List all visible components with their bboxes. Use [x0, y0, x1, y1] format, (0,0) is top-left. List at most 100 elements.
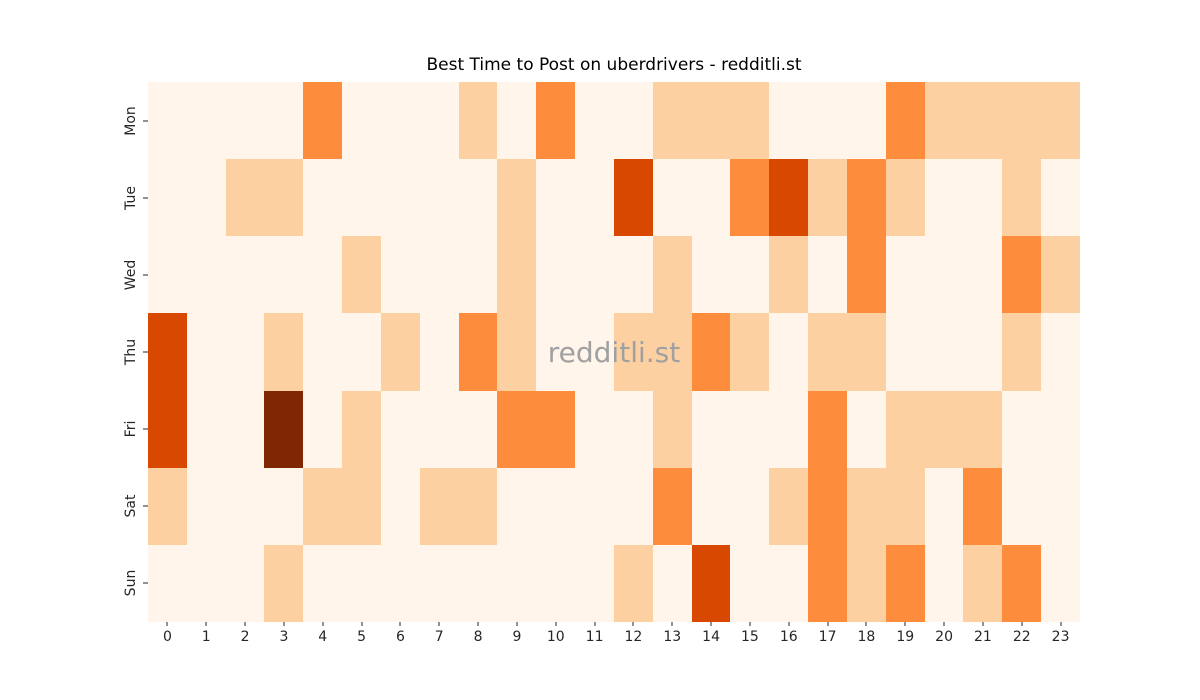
heatmap-cell-fri-10	[536, 390, 576, 468]
heatmap-cell-sat-4	[303, 467, 343, 545]
heatmap-cell-sun-9	[497, 544, 537, 622]
heatmap-cell-tue-23	[1041, 159, 1080, 237]
heatmap-cell-fri-13	[652, 390, 692, 468]
heatmap-cell-mon-8	[458, 82, 498, 160]
heatmap-cell-wed-20	[924, 236, 964, 314]
heatmap-cell-fri-19	[885, 390, 925, 468]
heatmap-cell-thu-23	[1041, 313, 1080, 391]
x-tick-mark	[788, 622, 790, 626]
heatmap-cell-mon-22	[1002, 82, 1042, 160]
heatmap-cell-fri-11	[575, 390, 614, 468]
x-tick-label: 7	[434, 629, 444, 645]
y-tick-label: Thu	[123, 338, 139, 366]
heatmap-cell-thu-7	[419, 313, 459, 391]
y-tick-mark	[143, 428, 148, 430]
x-tick-mark	[477, 622, 479, 626]
heatmap-cell-fri-5	[342, 390, 381, 468]
heatmap-cell-wed-21	[963, 236, 1003, 314]
heatmap-cell-wed-0	[148, 236, 187, 314]
x-tick-mark	[438, 622, 440, 626]
heatmap-cell-mon-6	[380, 82, 420, 160]
heatmap-cell-sun-5	[342, 544, 381, 622]
x-tick-label: 16	[779, 629, 798, 645]
heatmap-cell-mon-2	[225, 82, 265, 160]
heatmap-cell-tue-15	[730, 159, 770, 237]
heatmap-cell-sun-15	[730, 544, 770, 622]
heatmap-cell-tue-8	[458, 159, 498, 237]
heatmap-cell-wed-1	[186, 236, 226, 314]
y-axis-labels: Mon Tue Wed Thu Fri Sat Sun	[119, 82, 143, 622]
x-tick-label: 21	[973, 629, 992, 645]
x-tick-label: 11	[585, 629, 604, 645]
heatmap-cell-fri-3	[264, 390, 304, 468]
heatmap-cell-fri-12	[613, 390, 653, 468]
x-tick-mark	[166, 622, 168, 626]
heatmap-cell-sat-2	[225, 467, 265, 545]
heatmap-cell-mon-3	[264, 82, 304, 160]
heatmap-cell-tue-17	[808, 159, 847, 237]
x-tick-label: 1	[201, 629, 211, 645]
heatmap-cell-sun-8	[458, 544, 498, 622]
heatmap-cell-tue-19	[885, 159, 925, 237]
heatmap-cell-fri-15	[730, 390, 770, 468]
heatmap-cell-fri-22	[1002, 390, 1042, 468]
heatmap-cell-thu-10	[536, 313, 576, 391]
heatmap-cell-fri-4	[303, 390, 343, 468]
y-tick-mark	[143, 351, 148, 353]
heatmap-cell-fri-9	[497, 390, 537, 468]
x-tick-mark	[710, 622, 712, 626]
heatmap-cell-thu-17	[808, 313, 847, 391]
heatmap-cell-mon-7	[419, 82, 459, 160]
heatmap-cell-sun-4	[303, 544, 343, 622]
heatmap-cell-tue-18	[846, 159, 886, 237]
heatmap-cell-wed-10	[536, 236, 576, 314]
heatmap-cell-sat-0	[148, 467, 187, 545]
heatmap-cell-mon-17	[808, 82, 847, 160]
heatmap-cell-thu-6	[380, 313, 420, 391]
heatmap-cell-tue-10	[536, 159, 576, 237]
x-tick-mark	[399, 622, 401, 626]
heatmap-cell-mon-11	[575, 82, 614, 160]
heatmap-cell-thu-8	[458, 313, 498, 391]
heatmap-cell-sat-15	[730, 467, 770, 545]
y-tick-mark	[143, 197, 148, 199]
heatmap-cell-mon-12	[613, 82, 653, 160]
heatmap-cell-wed-2	[225, 236, 265, 314]
heatmap-cell-sat-21	[963, 467, 1003, 545]
heatmap-cell-sat-14	[691, 467, 731, 545]
heatmap-cell-sun-16	[769, 544, 809, 622]
x-tick-label: 13	[663, 629, 682, 645]
heatmap-cell-sat-11	[575, 467, 614, 545]
x-tick-label: 8	[473, 629, 483, 645]
x-tick-label: 5	[357, 629, 367, 645]
heatmap-cell-thu-19	[885, 313, 925, 391]
heatmap-cell-mon-23	[1041, 82, 1080, 160]
heatmap-cell-thu-14	[691, 313, 731, 391]
y-tick-label: Sat	[123, 494, 139, 518]
heatmap-cell-wed-22	[1002, 236, 1042, 314]
chart-title: Best Time to Post on uberdrivers - reddi…	[426, 55, 802, 75]
heatmap-cell-tue-12	[613, 159, 653, 237]
heatmap-cell-mon-13	[652, 82, 692, 160]
heatmap-cell-tue-7	[419, 159, 459, 237]
x-tick-mark	[1021, 622, 1023, 626]
x-tick-label: 3	[279, 629, 289, 645]
x-tick-mark	[943, 622, 945, 626]
heatmap-cell-mon-15	[730, 82, 770, 160]
heatmap-cell-wed-19	[885, 236, 925, 314]
heatmap-cell-sat-13	[652, 467, 692, 545]
x-tick-mark	[749, 622, 751, 626]
heatmap-cell-thu-1	[186, 313, 226, 391]
y-tick-mark	[143, 120, 148, 122]
x-tick-mark	[632, 622, 634, 626]
heatmap-cell-mon-0	[148, 82, 187, 160]
heatmap-cell-sat-3	[264, 467, 304, 545]
heatmap-cell-tue-21	[963, 159, 1003, 237]
heatmap-cell-fri-23	[1041, 390, 1080, 468]
heatmap-cell-thu-18	[846, 313, 886, 391]
heatmap-cell-wed-15	[730, 236, 770, 314]
heatmap-cell-mon-19	[885, 82, 925, 160]
heatmap-cell-sun-22	[1002, 544, 1042, 622]
heatmap-cell-sun-6	[380, 544, 420, 622]
